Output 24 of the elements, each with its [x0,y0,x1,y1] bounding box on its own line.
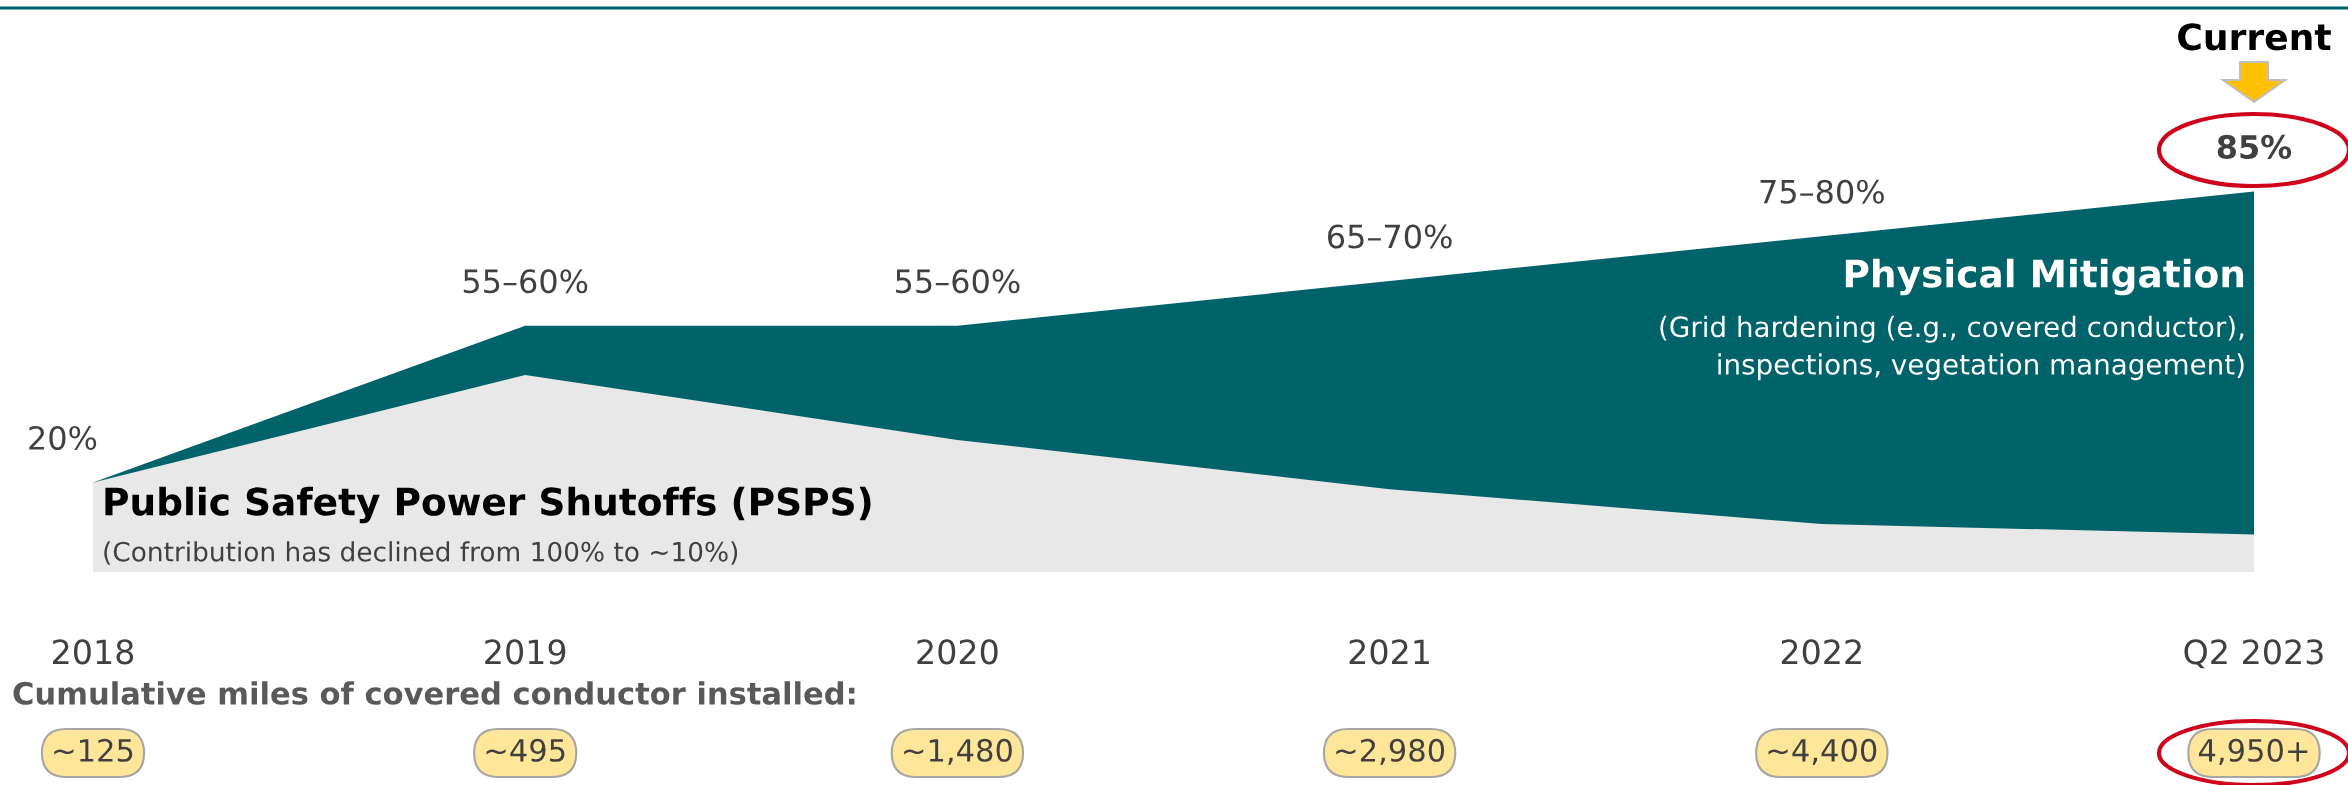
data-label: 65–70% [1328,224,1452,249]
x-tick-label: 2021 [1349,639,1429,665]
data-label: 55–60% [463,269,588,294]
series-label: Public Safety Power Shutoffs (PSPS) [105,486,871,524]
text: ~2,980 [1336,738,1445,765]
data-label: 85% [2217,134,2292,160]
x-tick-label: 2020 [917,639,998,665]
x-tick-label: 2019 [485,639,566,665]
data-label: 75–80% [1760,179,1884,204]
x-tick-label: 2022 [1781,639,1861,665]
annotation: (Grid hardening (e.g., covered conductor), inspections, vegetation management) [1660,315,2244,381]
text: ~1,480 [904,738,1012,765]
text: Cumulative miles of covered conductor installed: [13,681,855,705]
text: ~4,400 [1768,738,1877,765]
text: 4,950+ [2198,738,2308,765]
x-tick-label: Q2 2023 [2184,639,2323,669]
data-label: 55–60% [896,269,1020,294]
text: ~495 [486,738,565,762]
data-label: 20% [29,425,97,451]
series-label: Physical Mitigation [1845,258,2244,296]
text: ~125 [54,738,133,762]
annotation: Current [2178,23,2331,51]
annotation: (Contribution has declined from 100% to ~10%) [104,541,738,565]
x-tick-label: 2018 [53,639,134,665]
